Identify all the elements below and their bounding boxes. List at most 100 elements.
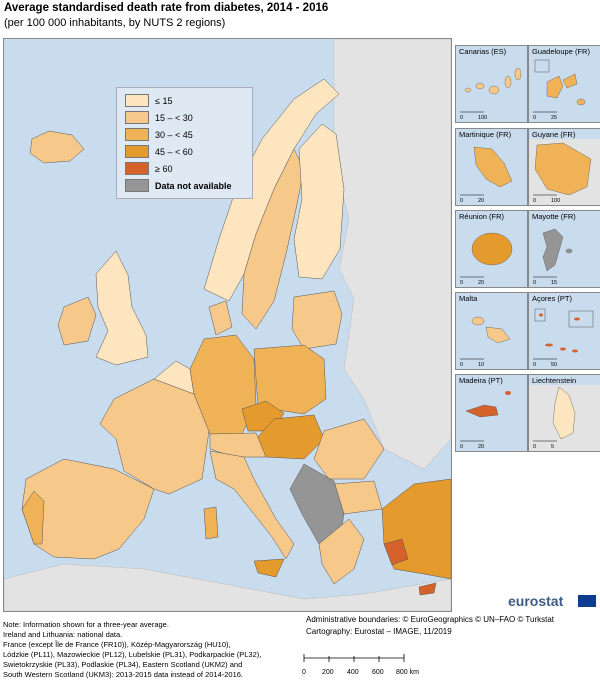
scale-tick-label: 400 xyxy=(347,669,359,676)
legend-swatch xyxy=(125,179,149,192)
region-iceland xyxy=(29,130,85,164)
region-cyprus xyxy=(418,582,437,596)
region-portugal xyxy=(21,490,45,545)
legend-item: ≤ 15 xyxy=(125,94,172,107)
inset-liechtenstein: Liechtenstein 0 5 xyxy=(528,374,600,452)
inset-guyane: Guyane (FR) 0 100 xyxy=(528,128,600,206)
note-line: Swietokrzyskie (PL33), Podlaskie (PL34),… xyxy=(3,660,243,669)
credits-boundaries: Administrative boundaries: © EuroGeograp… xyxy=(306,615,555,624)
legend-swatch xyxy=(125,162,149,175)
scale-tick-label: 0 xyxy=(302,669,306,676)
scale-bar: 0 200 400 600 800 km xyxy=(302,654,419,676)
legend-label: Data not available xyxy=(155,180,232,191)
inset-label: Açores (PT) xyxy=(532,294,573,303)
scale-tick-label: 800 km xyxy=(396,669,419,676)
eu-flag-icon xyxy=(578,595,596,607)
legend-label: 15 – < 30 xyxy=(155,112,193,123)
legend: ≤ 15 15 – < 30 30 – < 45 45 – < 60 ≥ 60 … xyxy=(116,87,253,199)
scale-end: 10 xyxy=(478,362,484,368)
scale-end: 25 xyxy=(551,115,557,121)
inset-map: 0 10 xyxy=(460,316,511,368)
region-denmark xyxy=(208,300,233,336)
region-poland xyxy=(253,344,327,415)
credits: Administrative boundaries: © EuroGeograp… xyxy=(306,614,554,638)
legend-swatch xyxy=(125,145,149,158)
main-map: ≤ 15 15 – < 30 30 – < 45 45 – < 60 ≥ 60 … xyxy=(3,38,452,612)
region-finland xyxy=(293,123,345,280)
scale-end: 100 xyxy=(551,198,560,204)
non-eu-land-east xyxy=(333,39,451,470)
scale-start: 0 xyxy=(460,115,463,121)
region-ireland xyxy=(57,296,97,346)
scale-tick-label: 200 xyxy=(322,669,334,676)
inset-map: 0 15 xyxy=(533,228,573,286)
non-eu-land-north-africa xyxy=(4,563,451,611)
region-sweden xyxy=(241,148,305,330)
scale-start: 0 xyxy=(460,444,463,450)
scale-end: 50 xyxy=(551,362,557,368)
scale-end: 15 xyxy=(551,280,557,286)
note-line: Ireland and Lithuania: national data. xyxy=(3,630,123,639)
scale-start: 0 xyxy=(533,198,536,204)
scale-start: 0 xyxy=(460,198,463,204)
inset-map: 0 20 xyxy=(460,146,513,204)
europe-map-svg xyxy=(4,39,451,611)
inset-map: 0 100 xyxy=(460,67,522,121)
eurostat-logo: eurostat xyxy=(508,593,564,609)
scale-start: 0 xyxy=(460,280,463,286)
region-germany xyxy=(189,334,257,435)
map-title: Average standardised death rate from dia… xyxy=(4,2,329,14)
inset-map: 0 20 xyxy=(460,391,511,450)
legend-swatch xyxy=(125,111,149,124)
inset-label: Guyane (FR) xyxy=(532,130,576,139)
inset-label: Martinique (FR) xyxy=(459,130,512,139)
inset-label: Mayotte (FR) xyxy=(532,212,576,221)
inset-canarias: Canarias (ES) 0 100 xyxy=(455,45,528,123)
region-sardinia xyxy=(203,506,219,540)
scale-end: 100 xyxy=(478,115,487,121)
inset-label: Malta xyxy=(459,294,478,303)
scale-start: 0 xyxy=(533,444,536,450)
inset-martinique: Martinique (FR) 0 20 xyxy=(455,128,528,206)
inset-label: Canarias (ES) xyxy=(459,47,507,56)
footnotes: Note: Information shown for a three-year… xyxy=(3,620,303,680)
note-line: South Western Scotland (UKM3): 2013-2015… xyxy=(3,670,244,679)
map-subtitle: (per 100 000 inhabitants, by NUTS 2 regi… xyxy=(4,17,226,29)
scale-start: 0 xyxy=(460,362,463,368)
inset-label: Guadeloupe (FR) xyxy=(532,47,590,56)
inset-madeira: Madeira (PT) 0 20 xyxy=(455,374,528,452)
inset-map: 0 100 xyxy=(529,139,600,205)
region-austria xyxy=(209,432,267,458)
inset-reunion: Réunion (FR) 0 20 xyxy=(455,210,528,288)
inset-label: Liechtenstein xyxy=(532,376,577,385)
legend-item: 30 – < 45 xyxy=(125,128,193,141)
inset-map: 0 5 xyxy=(529,385,600,451)
inset-guadeloupe: Guadeloupe (FR) 0 25 xyxy=(528,45,600,123)
region-italy xyxy=(209,450,295,560)
inset-map: 0 50 xyxy=(533,308,594,368)
legend-item: Data not available xyxy=(125,179,232,192)
inset-mayotte: Mayotte (FR) 0 15 xyxy=(528,210,600,288)
scale-end: 5 xyxy=(551,444,554,450)
inset-label: Réunion (FR) xyxy=(459,212,505,221)
credits-cartography: Cartography: Eurostat – IMAGE, 11/2019 xyxy=(306,627,452,636)
legend-item: ≥ 60 xyxy=(125,162,172,175)
scale-end: 20 xyxy=(478,444,484,450)
legend-label: 45 – < 60 xyxy=(155,146,193,157)
note-line: Note: Information shown for a three-year… xyxy=(3,620,169,629)
scale-end: 20 xyxy=(478,198,484,204)
scale-start: 0 xyxy=(533,280,536,286)
inset-label: Madeira (PT) xyxy=(459,376,503,385)
scale-start: 0 xyxy=(533,362,536,368)
region-uk xyxy=(95,250,149,366)
region-greece xyxy=(318,518,365,585)
inset-map: 0 20 xyxy=(460,232,513,286)
scale-start: 0 xyxy=(533,115,536,121)
legend-swatch xyxy=(125,94,149,107)
region-baltics xyxy=(291,290,343,350)
region-sicily xyxy=(253,558,285,578)
legend-label: ≤ 15 xyxy=(155,95,173,106)
legend-swatch xyxy=(125,128,149,141)
legend-item: 15 – < 30 xyxy=(125,111,193,124)
legend-item: 45 – < 60 xyxy=(125,145,193,158)
